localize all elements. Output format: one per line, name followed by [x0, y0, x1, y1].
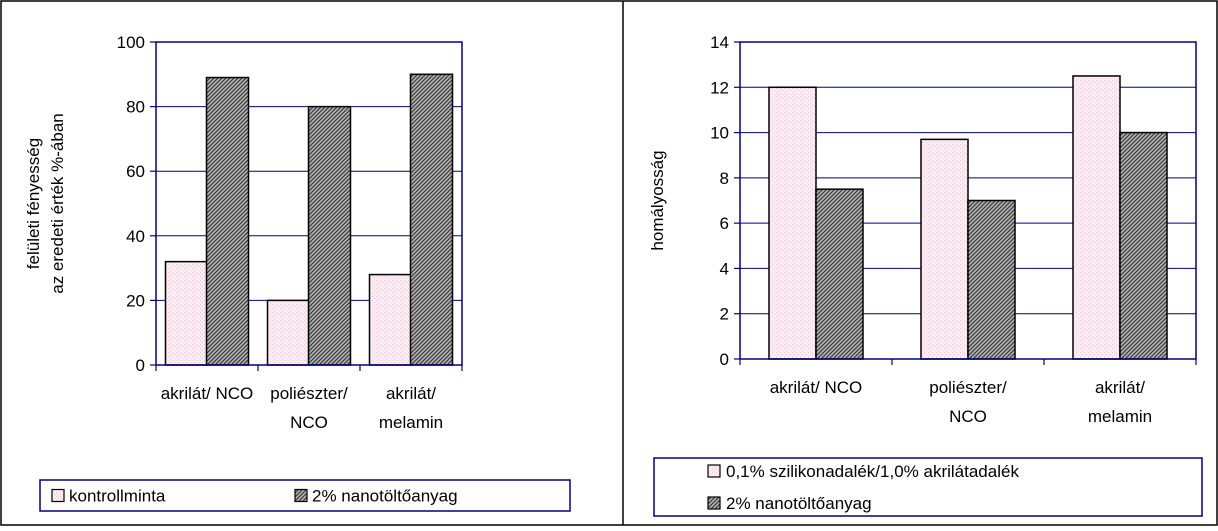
x-category-label: melamin	[379, 413, 443, 432]
y-tick-label: 0	[136, 356, 145, 375]
legend-label-2: 2% nanotöltőanyag	[726, 494, 872, 513]
y-tick-label: 6	[720, 214, 729, 233]
y-tick-label: 40	[126, 227, 145, 246]
y-tick-label: 60	[126, 162, 145, 181]
legend-label-2: 2% nanotöltőanyag	[312, 487, 458, 506]
bar-series2-2	[307, 105, 352, 366]
y-axis-title: felületi fényesség	[24, 138, 43, 269]
legend-swatch-1	[707, 464, 721, 478]
bar-series2-3	[1119, 131, 1168, 360]
x-category-label: NCO	[290, 413, 328, 432]
y-tick-label: 14	[710, 33, 729, 52]
legend-swatch-1	[51, 488, 65, 503]
legend-box	[653, 457, 1203, 517]
x-category-label: melamin	[1088, 407, 1152, 426]
bar-series1-1	[164, 260, 209, 366]
y-tick-label: 80	[126, 98, 145, 117]
bar-series2-1	[815, 188, 864, 360]
legend-label-1: kontrollminta	[69, 487, 166, 506]
bar-series2-3	[409, 73, 454, 366]
y-tick-label: 2	[720, 305, 729, 324]
legend-label-1: 0,1% szilikonadalék/1,0% akrilátadalék	[726, 462, 1019, 481]
x-category-label: akrilát/	[1095, 378, 1145, 397]
y-tick-label: 12	[710, 78, 729, 97]
bar-series2-1	[205, 76, 250, 366]
x-category-label: akrilát/ NCO	[770, 378, 863, 397]
plot-area-border	[739, 41, 1197, 360]
y-tick-label: 0	[720, 350, 729, 369]
y-axis-title: homályosság	[648, 150, 667, 250]
x-category-label: poliészter/	[270, 384, 348, 403]
legend-swatch-2	[294, 488, 308, 503]
bar-series1-3	[368, 273, 413, 366]
bar-series1-3	[1072, 75, 1121, 360]
y-tick-label: 4	[720, 259, 729, 278]
plot-area-border	[155, 41, 463, 366]
y-tick-label: 100	[117, 33, 145, 52]
bar-series1-1	[768, 86, 817, 360]
y-tick-label: 20	[126, 291, 145, 310]
y-tick-label: 8	[720, 169, 729, 188]
bar-series1-2	[920, 138, 969, 360]
x-category-label: akrilát/	[386, 384, 436, 403]
chart-surface-gloss: 0 20 40 60 80 100 akrilát/ NCO poliészter/NCO ak…	[24, 33, 571, 512]
x-category-label: akrilát/ NCO	[161, 384, 254, 403]
bar-series2-2	[967, 199, 1016, 360]
x-category-label: NCO	[949, 407, 987, 426]
bar-series1-2	[266, 299, 311, 366]
chart-haze: 0 2 4 6 8 10 12 14 akrilát/ NCO poliészter/NCO akr…	[648, 33, 1203, 517]
legend-swatch-2	[707, 496, 721, 510]
x-category-label: poliészter/	[929, 378, 1007, 397]
y-tick-label: 10	[710, 124, 729, 143]
y-axis-title: az eredeti érték %-ában	[48, 113, 67, 294]
